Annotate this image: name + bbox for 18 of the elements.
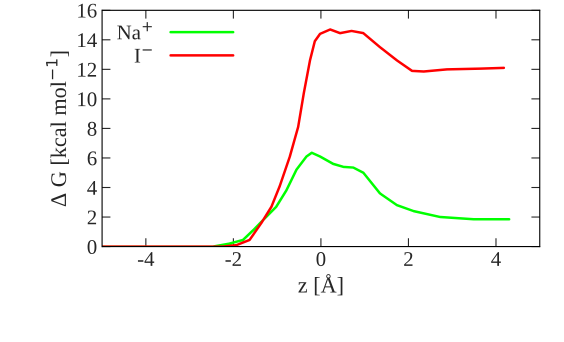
- y-axis-title: Δ G [kcal mol$^{−1}$]: [46, 52, 69, 206]
- y-tick-label: 4: [87, 181, 97, 195]
- y-tick-label: 8: [88, 122, 96, 136]
- y-tick-label: 12: [78, 62, 96, 77]
- y-tick-label: 16: [78, 4, 97, 18]
- y-tick-label: 6: [88, 151, 97, 166]
- y-tick-label: 10: [78, 92, 96, 106]
- y-tick-label: 0: [88, 240, 96, 254]
- y-tick-label: 14: [78, 33, 97, 48]
- x-tick-label: -4: [138, 252, 154, 266]
- x-tick-label: 0: [316, 252, 326, 266]
- x-axis-title: z [Å]: [298, 274, 342, 296]
- x-tick-label: -2: [225, 252, 241, 266]
- x-tick-label: 4: [491, 252, 501, 266]
- legend-label: I$^{−}$: [134, 48, 152, 63]
- x-tick-label: 2: [404, 252, 413, 266]
- legend-label: Na$^{+}$: [117, 22, 152, 40]
- y-tick-label: 2: [88, 210, 96, 224]
